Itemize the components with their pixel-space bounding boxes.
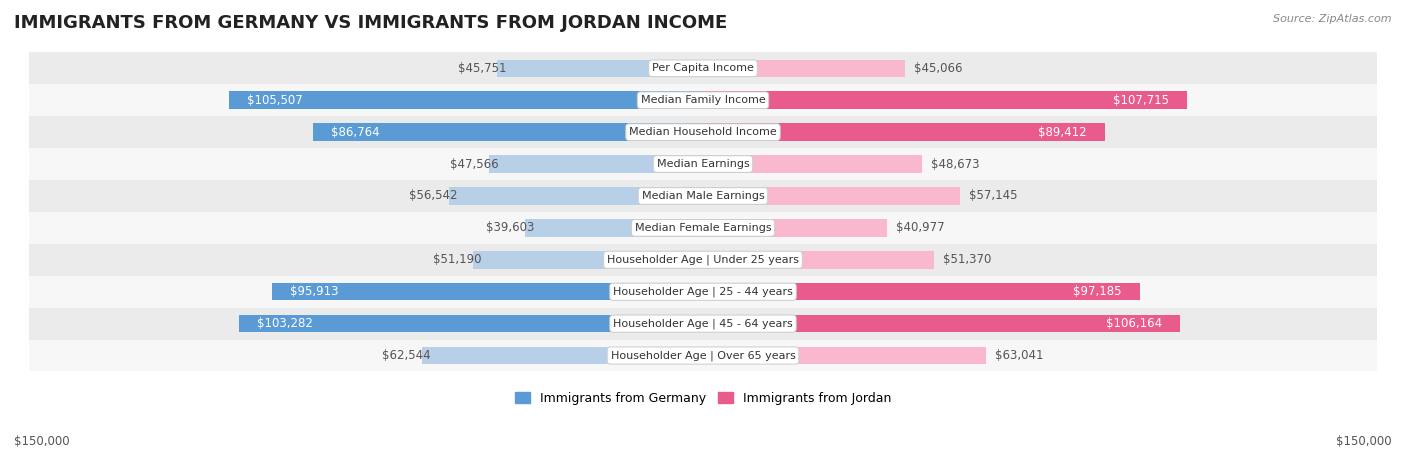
Text: $150,000: $150,000 bbox=[14, 435, 70, 448]
Text: Householder Age | Under 25 years: Householder Age | Under 25 years bbox=[607, 255, 799, 265]
Text: Householder Age | 25 - 44 years: Householder Age | 25 - 44 years bbox=[613, 286, 793, 297]
Bar bbox=[30, 212, 1376, 244]
Text: Per Capita Income: Per Capita Income bbox=[652, 64, 754, 73]
Bar bbox=[472, 251, 703, 269]
Text: $95,913: $95,913 bbox=[290, 285, 339, 298]
Bar bbox=[703, 187, 960, 205]
Text: Householder Age | Over 65 years: Householder Age | Over 65 years bbox=[610, 350, 796, 361]
Text: $39,603: $39,603 bbox=[485, 221, 534, 234]
Bar bbox=[229, 92, 703, 109]
Bar bbox=[30, 116, 1376, 148]
Text: $107,715: $107,715 bbox=[1114, 94, 1168, 107]
Bar bbox=[703, 156, 922, 173]
Bar bbox=[30, 244, 1376, 276]
Bar bbox=[703, 59, 905, 77]
Text: $51,190: $51,190 bbox=[433, 253, 482, 266]
Text: $89,412: $89,412 bbox=[1038, 126, 1087, 139]
Bar bbox=[314, 123, 703, 141]
Text: Householder Age | 45 - 64 years: Householder Age | 45 - 64 years bbox=[613, 318, 793, 329]
Bar bbox=[30, 180, 1376, 212]
Bar bbox=[30, 84, 1376, 116]
Text: $97,185: $97,185 bbox=[1073, 285, 1122, 298]
Text: $40,977: $40,977 bbox=[896, 221, 945, 234]
Bar bbox=[30, 148, 1376, 180]
Bar bbox=[524, 219, 703, 237]
Text: Source: ZipAtlas.com: Source: ZipAtlas.com bbox=[1274, 14, 1392, 24]
Text: $56,542: $56,542 bbox=[409, 190, 458, 203]
Text: $103,282: $103,282 bbox=[257, 317, 312, 330]
Text: Median Household Income: Median Household Income bbox=[628, 127, 778, 137]
Bar bbox=[30, 340, 1376, 371]
Text: Median Earnings: Median Earnings bbox=[657, 159, 749, 169]
Bar bbox=[30, 308, 1376, 340]
Bar bbox=[449, 187, 703, 205]
Bar bbox=[239, 315, 703, 333]
Text: $47,566: $47,566 bbox=[450, 157, 498, 170]
Bar bbox=[703, 347, 986, 364]
Text: Median Family Income: Median Family Income bbox=[641, 95, 765, 105]
Text: $62,544: $62,544 bbox=[382, 349, 432, 362]
Bar bbox=[498, 59, 703, 77]
Bar bbox=[703, 219, 887, 237]
Bar bbox=[30, 276, 1376, 308]
Text: $48,673: $48,673 bbox=[931, 157, 979, 170]
Text: $51,370: $51,370 bbox=[943, 253, 991, 266]
Text: Median Female Earnings: Median Female Earnings bbox=[634, 223, 772, 233]
Bar bbox=[30, 52, 1376, 84]
Text: $63,041: $63,041 bbox=[995, 349, 1043, 362]
Text: $45,066: $45,066 bbox=[914, 62, 963, 75]
Bar bbox=[703, 92, 1187, 109]
Legend: Immigrants from Germany, Immigrants from Jordan: Immigrants from Germany, Immigrants from… bbox=[509, 387, 897, 410]
Text: $150,000: $150,000 bbox=[1336, 435, 1392, 448]
Bar bbox=[422, 347, 703, 364]
Text: $57,145: $57,145 bbox=[969, 190, 1017, 203]
Text: Median Male Earnings: Median Male Earnings bbox=[641, 191, 765, 201]
Bar bbox=[489, 156, 703, 173]
Text: $86,764: $86,764 bbox=[332, 126, 380, 139]
Bar bbox=[703, 123, 1105, 141]
Bar bbox=[703, 283, 1140, 300]
Bar bbox=[273, 283, 703, 300]
Text: IMMIGRANTS FROM GERMANY VS IMMIGRANTS FROM JORDAN INCOME: IMMIGRANTS FROM GERMANY VS IMMIGRANTS FR… bbox=[14, 14, 727, 32]
Bar bbox=[703, 251, 934, 269]
Text: $45,751: $45,751 bbox=[458, 62, 506, 75]
Text: $106,164: $106,164 bbox=[1107, 317, 1161, 330]
Text: $105,507: $105,507 bbox=[247, 94, 302, 107]
Bar bbox=[703, 315, 1180, 333]
